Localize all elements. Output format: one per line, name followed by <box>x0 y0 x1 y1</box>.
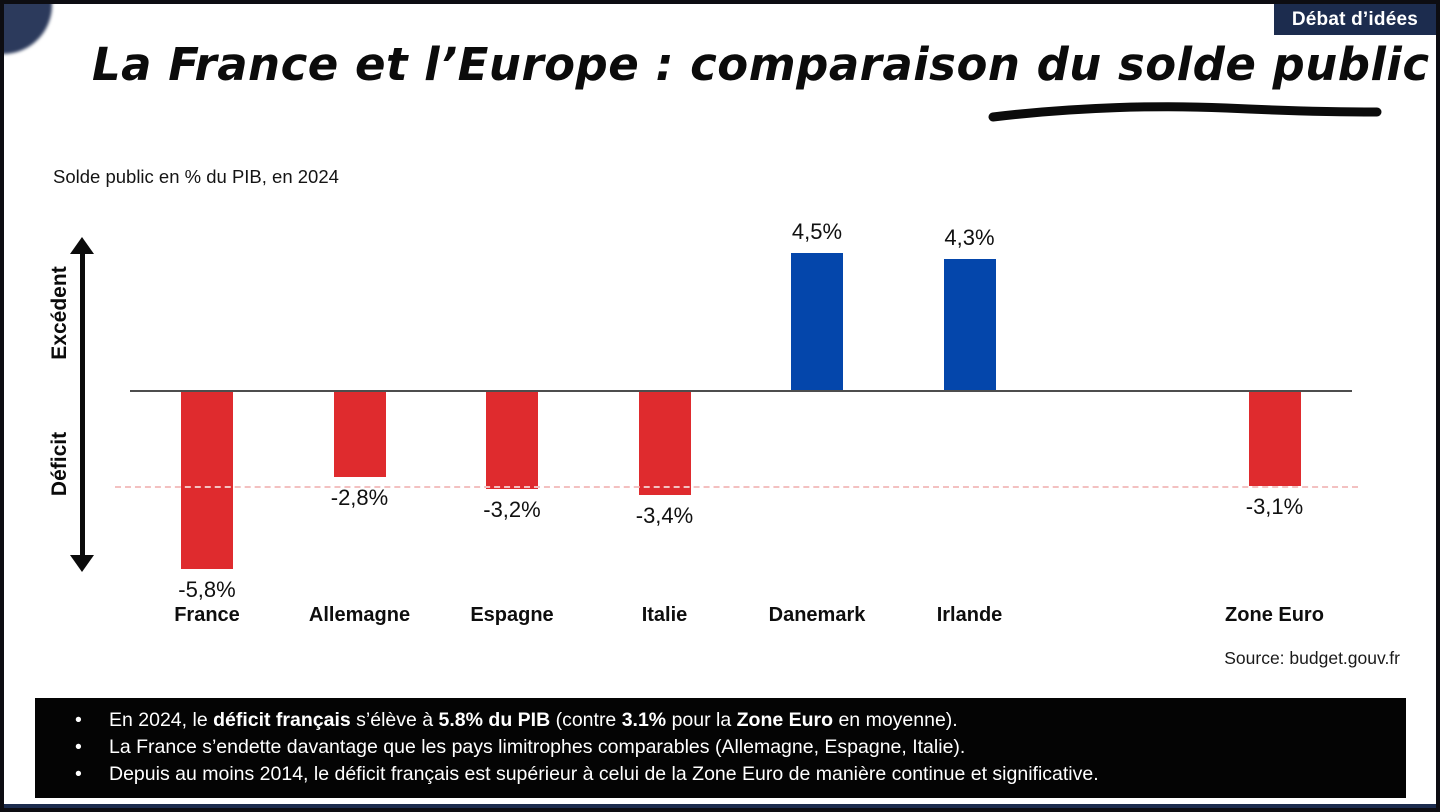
bar-allemagne <box>333 391 386 477</box>
bar-france <box>181 391 233 569</box>
bullet-list: • En 2024, le déficit français s’élève à … <box>35 707 1386 788</box>
bar-irlande <box>943 259 996 391</box>
category-label-allemagne: Allemagne <box>308 604 411 626</box>
bullet-item: • Depuis au moins 2014, le déficit frança… <box>35 761 1386 788</box>
bottom-accent-bar <box>0 804 1440 812</box>
zone-euro-reference-line <box>115 486 1358 488</box>
value-label-danemark: 4,5% <box>791 219 843 244</box>
value-label-italie: -3,4% <box>635 503 694 528</box>
bullet-text: La France s’endette davantage que les pa… <box>109 736 966 758</box>
category-label-danemark: Danemark <box>768 604 866 626</box>
bullet-dot-icon: • <box>75 763 82 785</box>
value-label-espagne: -3,2% <box>483 497 541 522</box>
bar-zone-euro <box>1248 391 1301 486</box>
value-label-zone-euro: -3,1% <box>1245 494 1304 519</box>
bullet-item: • En 2024, le déficit français s’élève à … <box>35 707 1386 734</box>
category-label-espagne: Espagne <box>470 604 554 626</box>
title-underline-stroke <box>988 102 1382 122</box>
bar-italie <box>638 391 691 495</box>
brand-badge: Débat d’idées <box>1273 4 1436 35</box>
value-label-allemagne: -2,8% <box>330 485 389 510</box>
bar-danemark <box>791 253 843 391</box>
category-label-irlande: Irlande <box>936 604 1003 626</box>
zero-baseline <box>130 390 1352 392</box>
y-axis-arrow-line <box>80 252 85 556</box>
axis-label-excedent: Excédent <box>48 266 71 360</box>
key-points-box: • En 2024, le déficit français s’élève à … <box>35 698 1406 798</box>
value-label-irlande: 4,3% <box>944 225 995 250</box>
y-axis-arrow-down-icon <box>70 555 94 572</box>
bullet-dot-icon: • <box>75 736 82 758</box>
chart-subtitle: Solde public en % du PIB, en 2024 <box>53 166 339 187</box>
bullet-text: Depuis au moins 2014, le déficit françai… <box>109 763 1099 785</box>
bullet-text: En 2024, le déficit français s’élève à 5… <box>109 709 958 731</box>
page-title: La France et l’Europe : comparaison du s… <box>92 38 1430 91</box>
category-label-italie: Italie <box>641 604 688 626</box>
axis-label-deficit: Déficit <box>48 431 71 497</box>
y-axis-arrow-up-icon <box>70 237 94 254</box>
value-label-france: -5,8% <box>178 577 236 602</box>
category-label-zone-euro: Zone Euro <box>1225 604 1324 626</box>
bullet-item: • La France s’endette davantage que les p… <box>35 734 1386 761</box>
category-label-france: France <box>174 604 240 626</box>
bullet-dot-icon: • <box>75 709 82 731</box>
source-credit: Source: budget.gouv.fr <box>1224 648 1400 668</box>
bar-espagne <box>486 391 538 489</box>
